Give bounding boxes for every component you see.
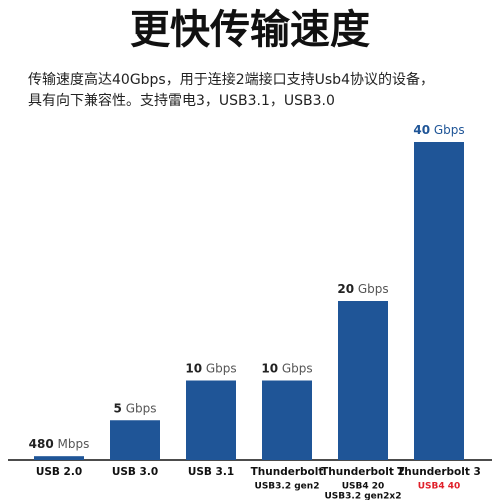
value-label: 10 Gbps	[185, 361, 236, 375]
x-tick-label: Thunderbolt	[251, 466, 324, 478]
bar	[338, 301, 388, 460]
bar	[110, 420, 160, 460]
x-tick-sublabel: USB3.2 gen2	[255, 482, 320, 492]
subtitle: 具有向下兼容性。支持雷电3，USB3.1，USB3.0	[28, 92, 335, 109]
value-label: 40 Gbps	[413, 123, 464, 137]
bar	[262, 380, 312, 460]
x-tick-label: USB 3.0	[112, 466, 158, 478]
subtitle: 传输速度高达40Gbps，用于连接2端接口支持Usb4协议的设备，	[28, 71, 434, 88]
x-tick-label: USB 3.1	[188, 466, 234, 478]
x-tick-label: Thunderbolt 3	[397, 466, 481, 478]
value-label: 480 Mbps	[29, 437, 90, 451]
bar	[414, 142, 464, 460]
value-label: 20 Gbps	[337, 282, 388, 296]
x-tick-sublabel: USB4 40	[418, 482, 461, 492]
chart-title: 更快传输速度	[130, 7, 370, 53]
value-label: 5 Gbps	[114, 401, 157, 415]
x-tick-label: USB 2.0	[36, 466, 82, 478]
bar	[34, 456, 84, 460]
x-tick-sublabel: USB3.2 gen2x2	[324, 492, 401, 500]
value-label: 10 Gbps	[261, 361, 312, 375]
x-tick-label: Thunderbolt 2	[321, 466, 405, 478]
bar	[186, 380, 236, 460]
x-tick-sublabel: USB4 20	[342, 482, 385, 492]
